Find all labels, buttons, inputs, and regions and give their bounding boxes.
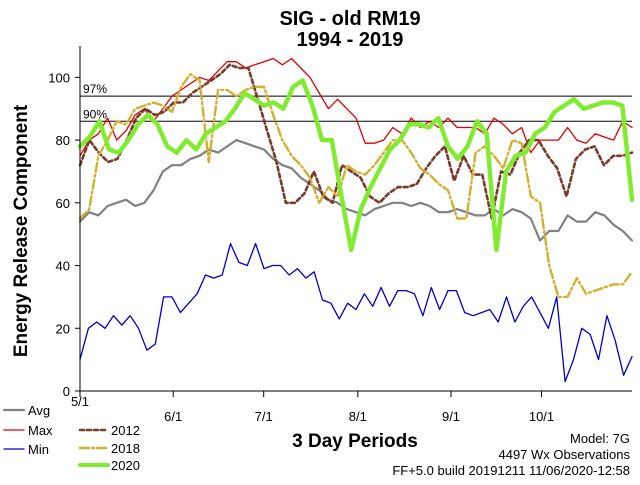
x-axis-label: 3 Day Periods bbox=[292, 431, 418, 452]
y-tick-label: 40 bbox=[56, 259, 70, 274]
y-tick-label: 100 bbox=[48, 70, 70, 85]
series-line-avg bbox=[78, 139, 634, 242]
x-tick-label: 6/1 bbox=[164, 409, 182, 424]
y-tick-label: 0 bbox=[63, 384, 70, 399]
legend-label-2012: 2012 bbox=[111, 423, 140, 438]
legend-label-avg: Avg bbox=[28, 403, 50, 418]
footer-model: Model: 7G bbox=[570, 431, 630, 446]
y-tick-label: 80 bbox=[56, 133, 70, 148]
legend-label-min: Min bbox=[28, 442, 49, 457]
series-line-min bbox=[79, 242, 633, 383]
x-tick-label: 10/1 bbox=[529, 409, 554, 424]
legend-label-2020: 2020 bbox=[111, 458, 140, 473]
legend: Max Avg Min 2012 2018 2020 bbox=[2, 403, 140, 473]
percentile-label: 97% bbox=[83, 82, 107, 96]
series-line-max bbox=[79, 57, 633, 157]
x-tick-label: 9/1 bbox=[442, 409, 460, 424]
y-tick-label: 20 bbox=[56, 321, 70, 336]
chart-subtitle: 1994 - 2019 bbox=[297, 29, 404, 51]
y-axis-label: Energy Release Component bbox=[11, 104, 32, 357]
legend-label-max: Max bbox=[28, 423, 53, 438]
percentile-label: 90% bbox=[83, 107, 107, 121]
plot-area: 97% 90% 0 20 40 60 80 100 5/1 6/1 7/1 8/1 9/1 10/1 bbox=[48, 46, 635, 424]
series-line-2018 bbox=[78, 72, 634, 299]
footer-build: FF+5.0 build 20191211 11/06/2020-12:58 bbox=[392, 463, 630, 478]
x-tick-label: 8/1 bbox=[349, 409, 367, 424]
x-tick-label: 7/1 bbox=[255, 409, 273, 424]
chart-title: SIG - old RM19 bbox=[279, 8, 420, 30]
x-tick-label: 5/1 bbox=[71, 394, 89, 409]
y-tick-label: 60 bbox=[56, 196, 70, 211]
series-line-2020 bbox=[77, 78, 635, 253]
footer-observations: 4497 Wx Observations bbox=[498, 447, 630, 462]
legend-label-2018: 2018 bbox=[111, 441, 140, 456]
series-line-2012 bbox=[78, 63, 634, 220]
